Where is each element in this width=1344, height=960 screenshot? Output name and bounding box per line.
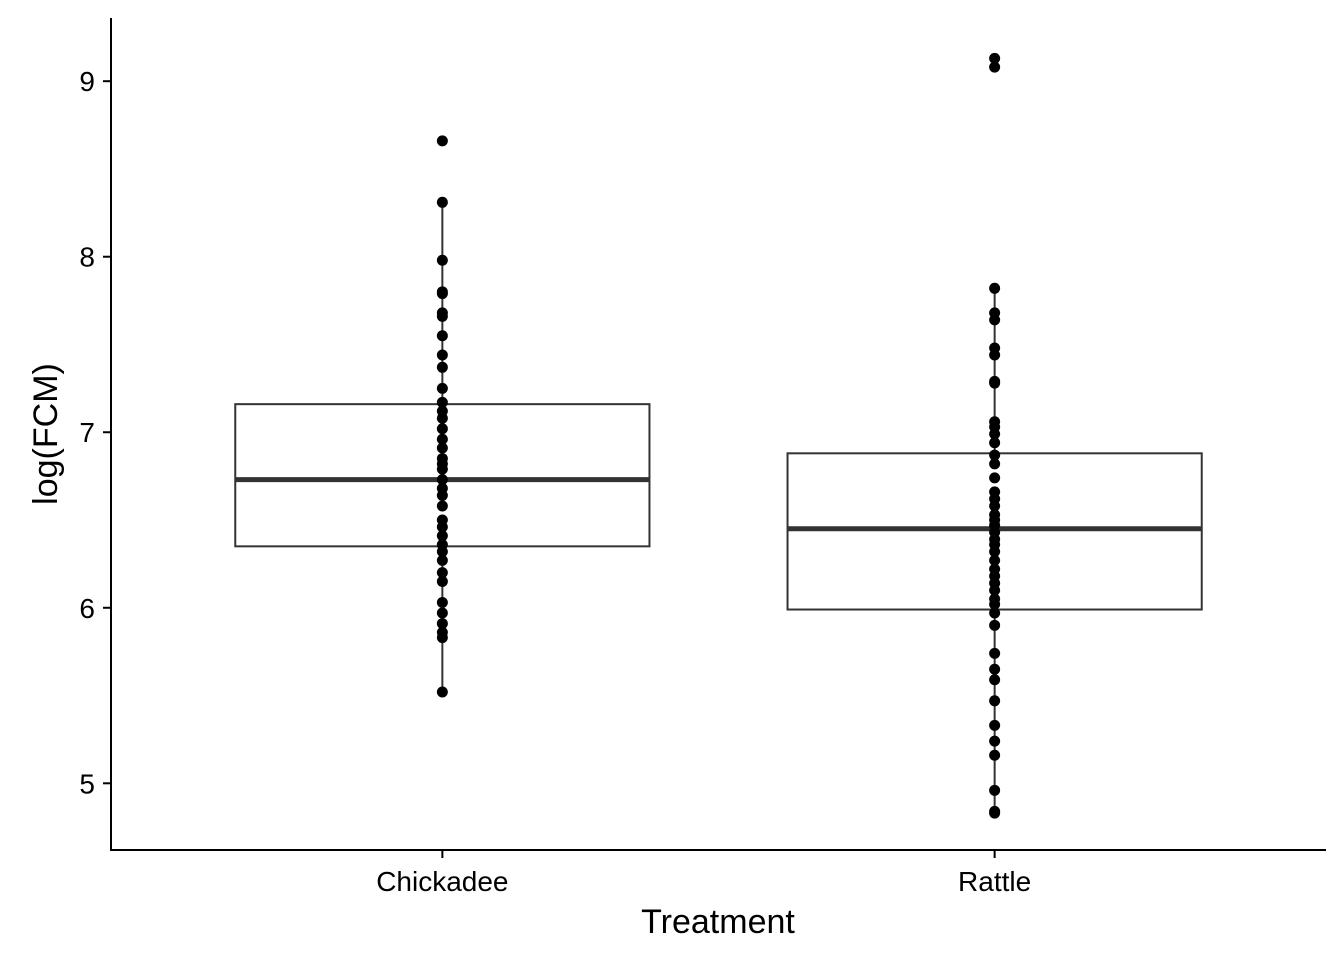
data-point-chickadee (436, 686, 448, 698)
data-point-rattle (989, 619, 1001, 631)
data-point-chickadee (436, 474, 448, 486)
data-point-chickadee (436, 423, 448, 435)
data-point-chickadee (436, 196, 448, 208)
data-point-chickadee (436, 607, 448, 619)
data-point-rattle (989, 500, 1001, 512)
data-point-chickadee (436, 489, 448, 501)
data-point-rattle (989, 546, 1001, 558)
data-point-chickadee (436, 567, 448, 579)
data-point-rattle (989, 807, 1001, 819)
y-axis-title: log(FCM) (27, 363, 65, 505)
data-point-rattle (989, 52, 1001, 64)
data-point-rattle (989, 784, 1001, 796)
data-point-chickadee (436, 546, 448, 558)
boxes-layer (234, 202, 1203, 814)
data-point-rattle (989, 584, 1001, 596)
data-point-rattle (989, 428, 1001, 440)
data-point-chickadee (436, 554, 448, 566)
data-point-rattle (989, 674, 1001, 686)
data-point-chickadee (436, 500, 448, 512)
data-point-rattle (989, 377, 1001, 389)
data-point-rattle (989, 437, 1001, 449)
data-point-chickadee (436, 135, 448, 147)
data-point-chickadee (436, 530, 448, 542)
data-point-rattle (989, 458, 1001, 470)
data-point-rattle (989, 449, 1001, 461)
data-point-rattle (989, 749, 1001, 761)
data-point-chickadee (436, 433, 448, 445)
data-point-rattle (989, 663, 1001, 675)
data-point-chickadee (436, 618, 448, 630)
data-point-chickadee (436, 632, 448, 644)
y-axis-tick-labels: 5 6 7 8 9 (79, 66, 95, 799)
x-tick-label: Rattle (958, 866, 1031, 897)
data-point-chickadee (436, 330, 448, 342)
x-axis-tick-marks (441, 850, 996, 858)
data-point-rattle (989, 719, 1001, 731)
x-axis-title: Treatment (641, 903, 795, 941)
data-point-rattle (989, 554, 1001, 566)
y-tick-label: 5 (79, 768, 95, 799)
y-tick-label: 9 (79, 66, 95, 97)
data-point-rattle (989, 314, 1001, 326)
data-point-chickadee (436, 412, 448, 424)
data-point-rattle (989, 61, 1001, 73)
x-axis-tick-labels: Chickadee Rattle (376, 866, 1031, 897)
y-tick-label: 7 (79, 417, 95, 448)
y-axis-tick-marks (103, 80, 111, 785)
data-point-rattle (989, 695, 1001, 707)
data-point-chickadee (436, 349, 448, 361)
data-point-rattle (989, 598, 1001, 610)
data-point-rattle (989, 282, 1001, 294)
data-point-rattle (989, 607, 1001, 619)
y-tick-label: 6 (79, 593, 95, 624)
data-point-chickadee (436, 361, 448, 373)
y-tick-label: 8 (79, 242, 95, 273)
data-point-rattle (989, 349, 1001, 361)
points-layer (436, 52, 1001, 819)
data-point-chickadee (436, 396, 448, 408)
data-point-chickadee (436, 442, 448, 454)
data-point-chickadee (436, 521, 448, 533)
data-point-chickadee (436, 463, 448, 475)
data-point-rattle (989, 735, 1001, 747)
data-point-chickadee (436, 575, 448, 587)
data-point-chickadee (436, 288, 448, 300)
data-point-chickadee (436, 310, 448, 322)
data-point-rattle (989, 647, 1001, 659)
x-tick-label: Chickadee (376, 866, 508, 897)
data-point-chickadee (436, 254, 448, 266)
data-point-chickadee (436, 382, 448, 394)
data-point-chickadee (436, 597, 448, 609)
data-point-rattle (989, 472, 1001, 484)
